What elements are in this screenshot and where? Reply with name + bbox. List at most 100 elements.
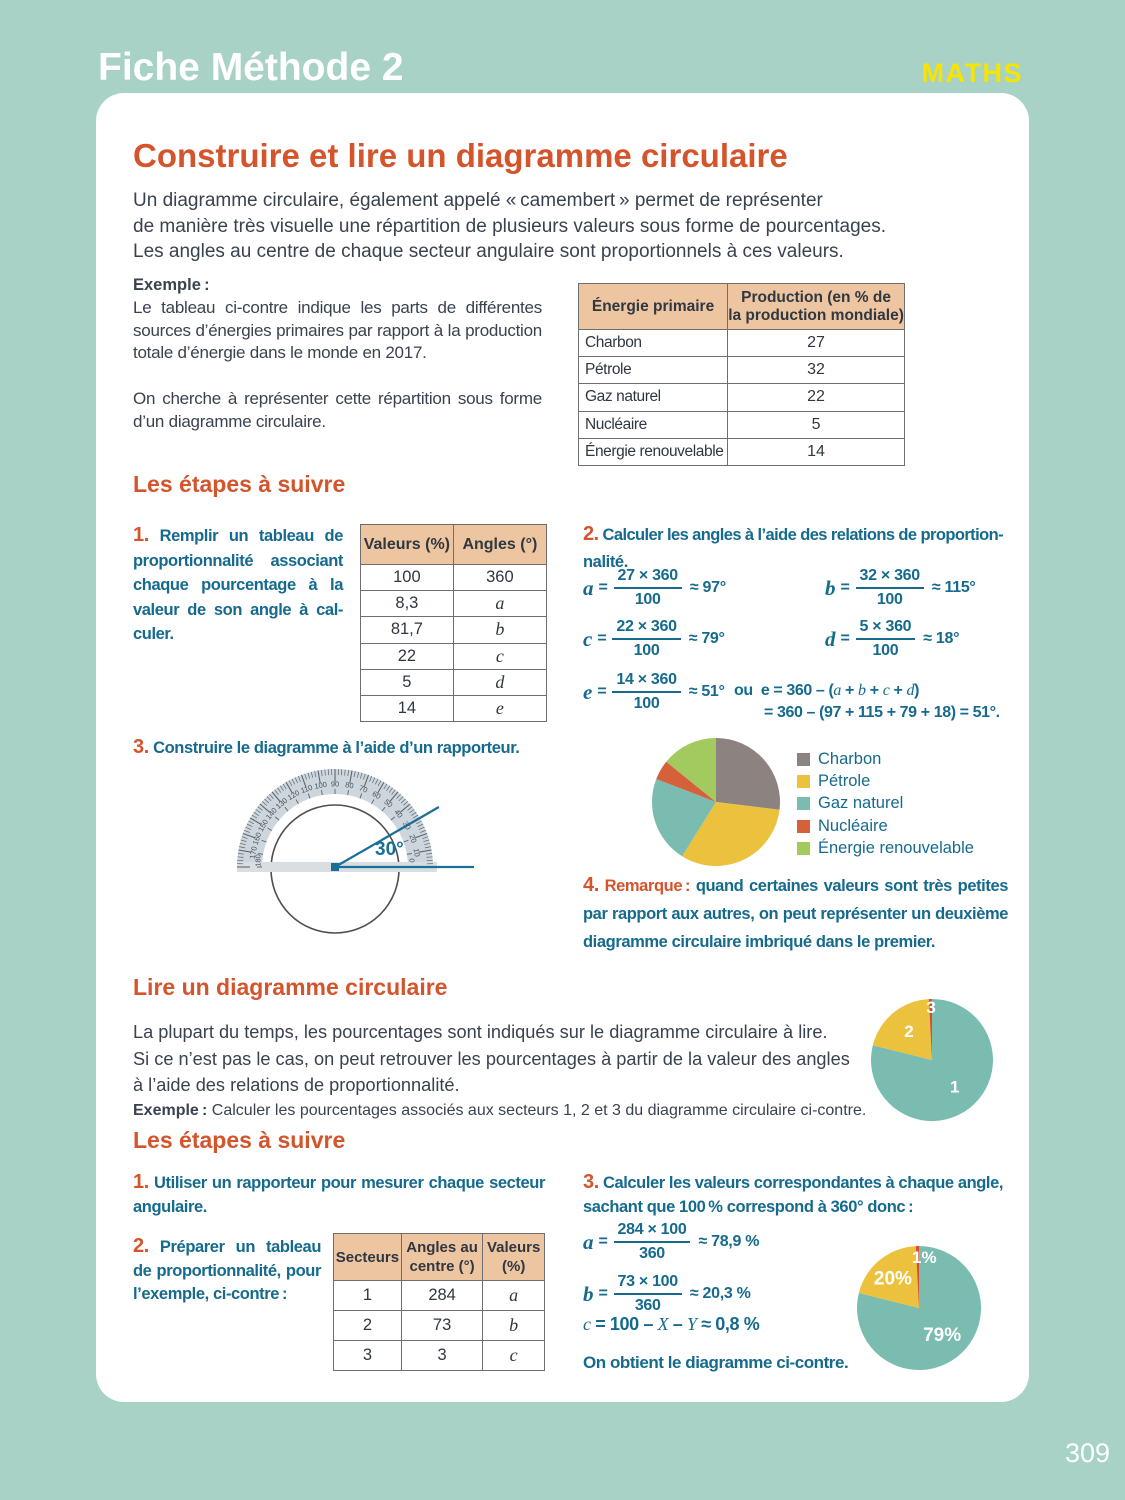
table-cell: Énergie renouvelable xyxy=(577,437,729,466)
table-cell: 14 xyxy=(360,694,454,723)
formula-c-num: 22 × 360 xyxy=(616,618,677,635)
legend-label: Énergie renouvelable xyxy=(818,838,974,857)
protractor-tick xyxy=(237,853,244,855)
protractor-tick xyxy=(291,778,296,785)
protractor-tick xyxy=(266,796,272,802)
table-header-cell: Angles au centre (°) xyxy=(400,1233,484,1281)
table-cell: 32 xyxy=(727,356,905,385)
legend-label: Nucléaire xyxy=(818,816,888,835)
protractor-tick xyxy=(297,775,301,782)
formula-c: c = 22 × 360 100 ≈ 79° xyxy=(583,618,725,660)
protractor-inner-tick xyxy=(371,799,375,805)
text-span: diagramme circulaire imbriqué dans le pr… xyxy=(583,933,936,951)
legend-item: Pétrole xyxy=(797,770,974,792)
table-cell: 3 xyxy=(333,1340,402,1371)
protractor-tick xyxy=(248,820,254,825)
table-cell: 3 xyxy=(400,1340,484,1371)
text-span: Remarque : xyxy=(604,877,691,895)
formula-a-den: 100 xyxy=(613,587,682,609)
pie-slice-1 xyxy=(870,999,993,1121)
step4-text: 4. Remarque : quand certaines valeurs so… xyxy=(583,871,1008,956)
table-row: 8,3 a xyxy=(360,590,548,618)
protractor-tick xyxy=(374,778,379,785)
protractor-tick xyxy=(277,787,282,793)
protractor-number: 180 xyxy=(254,854,263,867)
content-card: Construire et lire un diagramme circulai… xyxy=(96,93,1029,1402)
protractor-tick xyxy=(307,772,310,779)
formula-d-lhs: d xyxy=(825,626,836,651)
table-header-cell: Secteurs xyxy=(333,1233,402,1281)
formula-b-lhs: b xyxy=(825,575,836,600)
protractor-tick xyxy=(377,781,385,794)
table-header-row: Valeurs (%) Angles (°) xyxy=(360,524,548,565)
protractor-tick xyxy=(249,817,262,825)
protractor-tick xyxy=(238,849,252,853)
text-line: totale d’énergie dans le monde en 2017. xyxy=(133,343,427,363)
pie-slice-3 xyxy=(928,998,932,1060)
protractor-inner-tick xyxy=(258,853,264,855)
formula-B-a-num: 284 × 100 xyxy=(617,1221,687,1238)
table-row: 81,7 b xyxy=(360,616,548,644)
protractor-tick xyxy=(241,836,248,839)
protractor-inner-tick xyxy=(321,790,323,796)
table-row: 100 360 xyxy=(360,563,548,592)
pie-label: 79% xyxy=(923,1325,961,1346)
text-line: diagramme circulaire imbriqué dans le pr… xyxy=(583,928,1008,956)
formula-B-a-rhs: ≈ 78,9 % xyxy=(698,1233,760,1250)
protractor-number: 100 xyxy=(314,780,328,791)
text-span: de proportionnalité, pour xyxy=(133,1261,321,1280)
protractor-number: 110 xyxy=(299,783,313,796)
table-row: Pétrole 32 xyxy=(577,356,905,385)
text-line: culer. xyxy=(133,622,343,647)
text-span: l’exemple, ci-contre : xyxy=(133,1285,288,1303)
table-cell: d xyxy=(452,668,548,696)
protractor-tick xyxy=(314,771,317,778)
table-cell: Pétrole xyxy=(577,356,729,385)
formula-d-rhs: ≈ 18° xyxy=(923,630,960,647)
legend-swatch xyxy=(797,841,810,855)
protractor-tick xyxy=(239,842,246,846)
formula-B-a-lhs: a xyxy=(583,1229,594,1254)
table-cell: 8,3 xyxy=(360,590,454,618)
protractor-tick xyxy=(407,806,413,811)
text-line: d’un diagramme circulaire. xyxy=(133,411,326,431)
angle-vertex-dot xyxy=(331,863,339,871)
text-line: 2. Préparer un tableau xyxy=(133,1235,321,1260)
step-number: 2. xyxy=(133,1235,149,1257)
fraction: 73 × 100 360 xyxy=(613,1273,682,1315)
protractor-number: 20 xyxy=(407,833,418,844)
table-cell: b xyxy=(482,1310,545,1341)
equals-sign: = xyxy=(840,579,850,596)
table-cell: 27 xyxy=(727,328,905,358)
table-header-cell: Valeurs (%) xyxy=(482,1233,545,1281)
protractor-inner-tick xyxy=(381,806,386,812)
table-cell: 284 xyxy=(400,1280,484,1311)
protractor-tick xyxy=(255,809,261,814)
protractor-tick xyxy=(412,814,419,819)
text-line: sachant que 100 % correspond à 360° donc… xyxy=(583,1195,1003,1219)
protractor-tick xyxy=(372,777,376,784)
pie-label: 2 xyxy=(904,1022,913,1041)
formula-e-lhs: e xyxy=(583,679,593,704)
formula-e-rhs: ≈ 51° xyxy=(688,683,725,700)
protractor-tick xyxy=(424,846,431,849)
table-cell: Gaz naturel xyxy=(577,383,729,412)
conclusion-text: On obtient le diagramme ci-contre. xyxy=(583,1353,849,1372)
table-cell: 5 xyxy=(360,668,454,696)
text-line: de manière très visuelle une répartition… xyxy=(133,215,887,237)
protractor-tick xyxy=(279,785,284,791)
formula-d-den: 100 xyxy=(855,638,916,660)
protractor-inner-tick xyxy=(347,790,349,796)
text-span: angulaire. xyxy=(133,1198,207,1216)
protractor-tick xyxy=(353,771,356,778)
text-line: Si ce n’est pas le cas, on peut retrouve… xyxy=(133,1048,850,1069)
formula-c-den: 100 xyxy=(612,638,681,660)
text-span: ) xyxy=(914,682,919,699)
text-span: chaque pourcentage à la xyxy=(133,576,343,595)
table-cell: 73 xyxy=(400,1310,484,1341)
table-cell: 22 xyxy=(727,383,905,412)
pie-slice-1% xyxy=(915,1245,919,1308)
pie-legend: Charbon Pétrole Gaz naturel Nucléaire Énergi… xyxy=(797,748,974,859)
text-line: à l’aide des relations de proportionnali… xyxy=(133,1075,460,1095)
